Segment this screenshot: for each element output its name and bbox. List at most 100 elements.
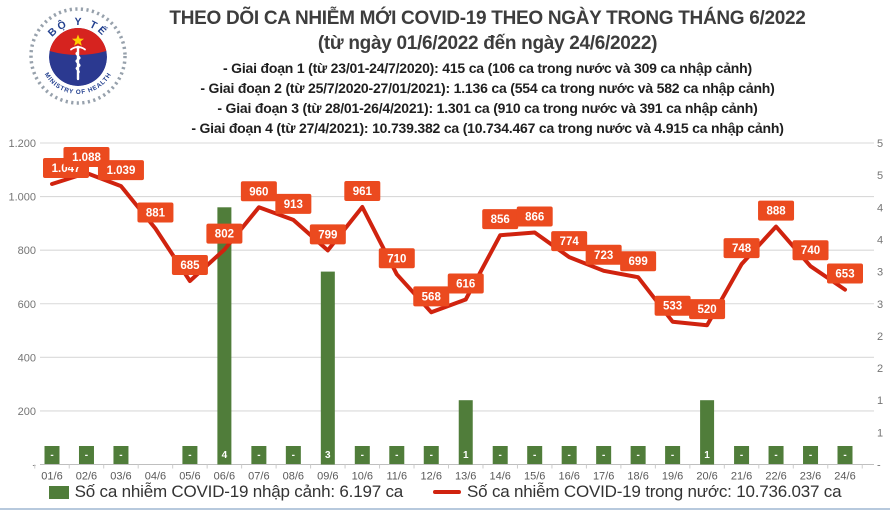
x-axis-label-03/6: 03/6 [110, 471, 131, 483]
secondary-axis-tick: 1 [877, 427, 883, 439]
logo-ring-dashes [29, 7, 127, 105]
logo-star-icon [72, 34, 84, 46]
bar-label-17/6: - [602, 450, 605, 461]
bar-14/6 [492, 446, 508, 464]
point-label-24/6: 653 [835, 269, 854, 281]
bar-22/6 [768, 446, 784, 464]
legend-imported-label: Số ca nhiễm COVID-19 nhập cảnh: 6.197 ca [74, 482, 404, 501]
bar-label-23/6: - [809, 450, 812, 461]
point-label-box-08/6 [275, 193, 312, 214]
bar-20/6 [700, 400, 715, 465]
page-title: THEO DÕI CA NHIỄM MỚI COVID-19 THEO NGÀY… [169, 8, 806, 29]
legend-line-swatch-icon [433, 490, 462, 494]
point-label-02/6: 1.088 [72, 152, 101, 164]
point-label-22/6: 888 [766, 206, 786, 218]
secondary-axis-tick: 1 [877, 395, 883, 407]
bar-11/6 [389, 446, 405, 464]
legend-imported: Số ca nhiễm COVID-19 nhập cảnh: 6.197 ca [48, 482, 404, 502]
point-label-08/6: 913 [284, 199, 303, 211]
x-axis-label-02/6: 02/6 [76, 471, 97, 483]
point-label-box-19/6 [654, 295, 691, 316]
x-axis-label-21/6: 21/6 [731, 471, 752, 483]
point-label-03/6: 1.039 [107, 165, 136, 177]
bar-label-06/6: 4 [222, 450, 228, 461]
x-axis-label-08/6: 08/6 [283, 471, 304, 483]
bar-label-07/6: - [257, 450, 260, 461]
x-axis-label-04/6: 04/6 [145, 471, 166, 483]
point-label-19/6: 533 [663, 301, 682, 313]
phase-summary-3: - Giai đoạn 3 (từ 28/01-26/4/2021): 1.30… [217, 100, 758, 116]
secondary-axis-tick: - [877, 460, 881, 472]
bar-19/6 [665, 446, 681, 464]
point-label-box-05/6 [171, 254, 208, 275]
x-axis-label-24/6: 24/6 [834, 471, 855, 483]
point-label-box-17/6 [585, 244, 622, 265]
x-axis-label-06/6: 06/6 [214, 471, 235, 483]
x-axis-label-14/6: 14/6 [490, 471, 511, 483]
point-label-05/6: 685 [180, 260, 200, 272]
x-axis-label-22/6: 22/6 [765, 471, 786, 483]
logo-asclepius-icon [70, 45, 86, 81]
point-label-box-15/6 [516, 206, 553, 227]
bar-label-11/6: - [395, 450, 398, 461]
x-axis-label-07/6: 07/6 [248, 471, 269, 483]
x-axis-label-10/6: 10/6 [352, 471, 373, 483]
point-label-07/6: 960 [249, 186, 268, 198]
x-axis-label-12/6: 12/6 [421, 471, 442, 483]
legend: Số ca nhiễm COVID-19 nhập cảnh: 6.197 ca… [0, 482, 890, 502]
bar-label-18/6: - [636, 450, 639, 461]
bar-08/6 [285, 446, 301, 464]
legend-bar-swatch-icon [48, 485, 69, 499]
bar-label-09/6: 3 [325, 450, 331, 461]
bar-label-02/6: - [85, 450, 88, 461]
bar-label-03/6: - [119, 450, 122, 461]
point-label-box-07/6 [240, 181, 277, 202]
bottom-border [0, 508, 890, 510]
page-subtitle: (từ ngày 01/6/2022 đến ngày 24/6/2022) [317, 33, 658, 54]
bar-17/6 [596, 446, 612, 464]
x-axis-label-20/6: 20/6 [696, 471, 717, 483]
bar-15/6 [527, 446, 543, 464]
point-label-box-16/6 [551, 231, 588, 252]
bar-label-20/6: 1 [704, 450, 710, 461]
bar-05/6 [182, 446, 198, 464]
bar-21/6 [734, 446, 750, 464]
bar-13/6 [458, 400, 473, 465]
point-label-box-13/6 [447, 273, 484, 294]
header: THEO DÕI CA NHIỄM MỚI COVID-19 THEO NGÀY… [85, 6, 890, 138]
bar-label-12/6: - [430, 450, 433, 461]
point-label-box-04/6 [137, 202, 174, 223]
point-label-box-03/6 [97, 160, 144, 181]
bar-label-13/6: 1 [463, 450, 469, 461]
point-label-box-12/6 [413, 286, 450, 307]
bar-18/6 [630, 446, 646, 464]
point-label-16/6: 774 [560, 236, 580, 248]
secondary-axis-tick: 5 [877, 138, 883, 150]
phase-summary-1: - Giai đoạn 1 (từ 23/01-24/7/2020): 415 … [223, 60, 752, 76]
phase-summaries: - Giai đoạn 1 (từ 23/01-24/7/2020): 415 … [85, 58, 890, 138]
bar-06/6 [217, 207, 232, 465]
secondary-axis-tick: 3 [877, 267, 883, 279]
x-axis-label-23/6: 23/6 [800, 471, 821, 483]
y-axis-tick: 200 [18, 406, 36, 418]
bar-16/6 [561, 446, 577, 464]
bar-label-15/6: - [533, 450, 536, 461]
point-label-box-21/6 [723, 238, 760, 259]
secondary-axis-tick: 4 [877, 202, 883, 214]
x-axis-label-13/6: 13/6 [455, 471, 476, 483]
point-label-04/6: 881 [146, 207, 166, 219]
bar-02/6 [78, 446, 94, 464]
bar-label-21/6: - [740, 450, 743, 461]
logo-emblem [49, 28, 107, 86]
point-label-11/6: 710 [387, 253, 406, 265]
bar-label-10/6: - [361, 450, 364, 461]
x-axis-label-19/6: 19/6 [662, 471, 683, 483]
x-axis-label-05/6: 05/6 [179, 471, 200, 483]
legend-domestic-label: Số ca nhiễm COVID-19 trong nước: 10.736.… [467, 482, 842, 501]
point-label-13/6: 616 [456, 278, 475, 290]
phase-summary-2: - Giai đoạn 2 (từ 25/7/2020-27/01/2021):… [200, 80, 775, 96]
bar-07/6 [251, 446, 267, 464]
bar-label-22/6: - [774, 450, 777, 461]
